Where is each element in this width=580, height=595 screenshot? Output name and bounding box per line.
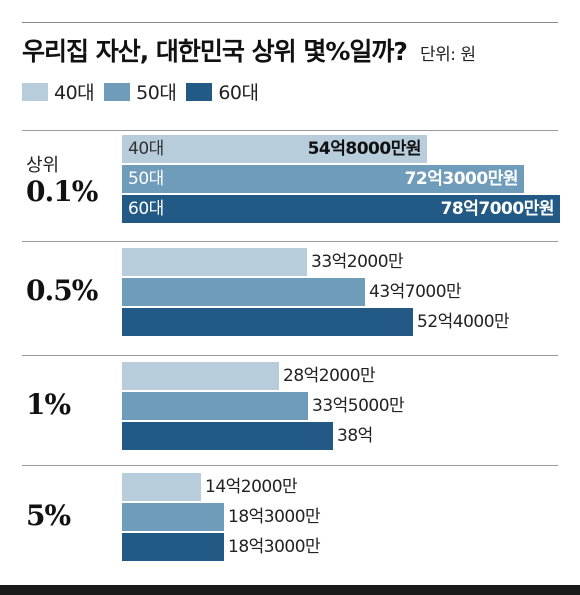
bar-value-label: 33억2000만	[311, 252, 404, 272]
top-rule	[22, 22, 558, 23]
group-divider	[22, 355, 558, 356]
legend-swatch	[22, 82, 48, 101]
legend-swatch	[186, 82, 213, 101]
bar	[122, 533, 224, 561]
bar-value-label: 38억	[337, 426, 373, 446]
group-divider	[22, 241, 558, 242]
group-label: 1%	[26, 388, 71, 421]
group-divider	[22, 130, 558, 131]
legend-item: 40대	[22, 78, 95, 105]
bar	[122, 362, 279, 390]
bar	[122, 195, 560, 223]
legend-label: 60대	[218, 82, 259, 104]
bar	[122, 278, 365, 306]
group-label: 0.5%	[26, 274, 98, 307]
bar-value-label: 78억7000만원	[440, 199, 555, 219]
group-label: 0.1%	[26, 175, 98, 208]
legend-label: 40대	[54, 82, 95, 104]
title-row: 우리집 자산, 대한민국 상위 몇%일까? 단위: 원	[22, 32, 476, 68]
bar-series-label: 40대	[128, 139, 164, 159]
bar	[122, 165, 524, 193]
bar	[122, 308, 413, 336]
bar-value-label: 72억3000만원	[404, 169, 519, 189]
bar	[122, 135, 427, 163]
bar-value-label: 54억8000만원	[307, 139, 422, 159]
bar	[122, 248, 307, 276]
bar-series-label: 50대	[128, 169, 164, 189]
legend: 40대 50대 60대	[22, 78, 269, 105]
bottom-border	[0, 585, 580, 595]
legend-label: 50대	[136, 82, 177, 104]
group-divider	[22, 465, 558, 466]
group-label: 5%	[26, 499, 71, 532]
bar-value-label: 18억3000만	[228, 507, 321, 527]
bar-value-label: 52억4000만	[417, 312, 510, 332]
unit-label: 단위: 원	[419, 45, 476, 65]
legend-item: 60대	[186, 78, 259, 105]
bar-value-label: 28억2000만	[283, 366, 376, 386]
bar	[122, 392, 308, 420]
legend-swatch	[104, 82, 131, 101]
bar-value-label: 33억5000만	[312, 396, 405, 416]
group-label-top: 상위	[26, 155, 60, 176]
chart-title: 우리집 자산, 대한민국 상위 몇%일까?	[22, 37, 408, 66]
bar-value-label: 43억7000만	[369, 282, 462, 302]
bar-value-label: 18억3000만	[228, 537, 321, 557]
bar	[122, 422, 333, 450]
legend-item: 50대	[104, 78, 177, 105]
bar	[122, 473, 201, 501]
bar-series-label: 60대	[128, 199, 164, 219]
bar	[122, 503, 224, 531]
bar-value-label: 14억2000만	[205, 477, 298, 497]
